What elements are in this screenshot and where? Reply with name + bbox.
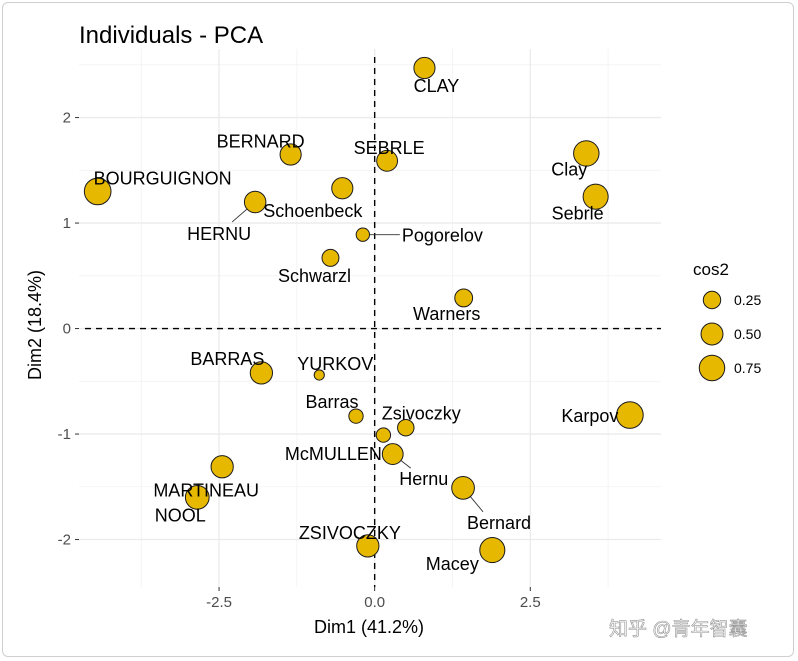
point-macey <box>479 537 506 564</box>
point-barras <box>249 361 274 385</box>
point-sebrle <box>582 183 609 210</box>
point-mcmullen <box>375 427 392 443</box>
label-pogorelov: Pogorelov <box>402 226 483 246</box>
legend-label-0.25: 0.25 <box>734 292 761 308</box>
point-schwarzl <box>321 248 340 267</box>
point-labels: CLAY BERNARD SEBRLE Clay BOURGUIGNON Schoenbe… <box>94 76 619 574</box>
y-axis-title: Dim2 (18.4%) <box>25 270 45 380</box>
label-schoenbeck: Schoenbeck <box>263 201 363 221</box>
point-schoenbeck <box>331 177 354 200</box>
point-bernard <box>279 143 302 166</box>
legend-label-0.75: 0.75 <box>734 360 761 376</box>
label-martineau: MARTINEAU <box>153 481 259 501</box>
point-barras <box>348 408 364 424</box>
x-tick-label: -2.5 <box>206 594 232 611</box>
legend-key-0.75 <box>698 354 726 382</box>
legend-key-0.25 <box>702 290 722 310</box>
legend-label-0.50: 0.50 <box>734 326 761 342</box>
y-tick-label: 2 <box>63 110 71 127</box>
label-karpov: Karpov <box>561 406 618 426</box>
y-tick-label: -2 <box>58 532 71 549</box>
legend: cos2 0.25 0.50 0.75 <box>693 260 761 382</box>
y-tick-label: -1 <box>58 426 71 443</box>
chart-title: Individuals - PCA <box>79 22 263 49</box>
point-pogorelov <box>355 227 371 242</box>
point-zsivoczky <box>356 534 380 558</box>
point-sebrle <box>376 149 399 172</box>
label-bernard: BERNARD <box>217 131 305 151</box>
legend-key-0.50 <box>700 322 724 346</box>
legend-title: cos2 <box>693 260 729 279</box>
label-clay: Clay <box>551 159 587 179</box>
x-tick-label: 0.0 <box>364 594 385 611</box>
point-karpov <box>616 401 644 429</box>
point-martineau <box>210 455 234 479</box>
watermark: 知乎 @青年智囊 <box>609 618 748 641</box>
label-hernu: Hernu <box>399 469 448 489</box>
point-clay <box>413 56 436 80</box>
pca-plot: CLAY BERNARD SEBRLE Clay BOURGUIGNON Schoenbe… <box>25 22 761 641</box>
x-tick-label: 2.5 <box>520 594 541 611</box>
point-zsivoczky <box>397 418 415 437</box>
points <box>83 56 644 564</box>
label-zsivoczky: ZSIVOCZKY <box>299 523 401 543</box>
label-sebrle: SEBRLE <box>354 138 425 158</box>
point-warners <box>454 288 474 308</box>
label-warners: Warners <box>413 304 480 324</box>
label-macey: Macey <box>426 554 479 574</box>
point-hernu <box>381 443 404 465</box>
watermark-text: 知乎 @青年智囊 <box>609 618 748 640</box>
reference-lines <box>85 57 661 587</box>
point-bernard <box>451 475 475 500</box>
label-sebrle: Sebrle <box>552 204 604 224</box>
label-hernu: HERNU <box>187 224 251 244</box>
label-yurkov: YURKOV <box>297 354 373 374</box>
label-clay: CLAY <box>414 76 460 96</box>
label-bernard: Bernard <box>467 513 531 533</box>
label-bourguignon: BOURGUIGNON <box>94 168 232 188</box>
y-axis: -2 -1 0 1 2 <box>58 110 79 549</box>
label-schwarzl: Schwarzl <box>278 266 351 286</box>
point-yurkov <box>313 369 325 381</box>
point-hernu <box>243 190 267 214</box>
y-tick-label: 1 <box>63 215 71 232</box>
label-zsivoczky: Zsivoczky <box>382 404 461 424</box>
point-nool <box>184 484 210 510</box>
point-bourguignon <box>83 177 112 206</box>
x-axis: -2.5 0.0 2.5 <box>206 587 541 611</box>
label-mcmullen: McMULLEN <box>285 444 382 464</box>
point-clay <box>573 140 600 167</box>
x-axis-title: Dim1 (41.2%) <box>314 617 424 637</box>
label-nool: NOOL <box>155 505 206 525</box>
y-tick-label: 0 <box>63 321 71 338</box>
label-barras: BARRAS <box>190 349 264 369</box>
label-barras: Barras <box>305 392 358 412</box>
